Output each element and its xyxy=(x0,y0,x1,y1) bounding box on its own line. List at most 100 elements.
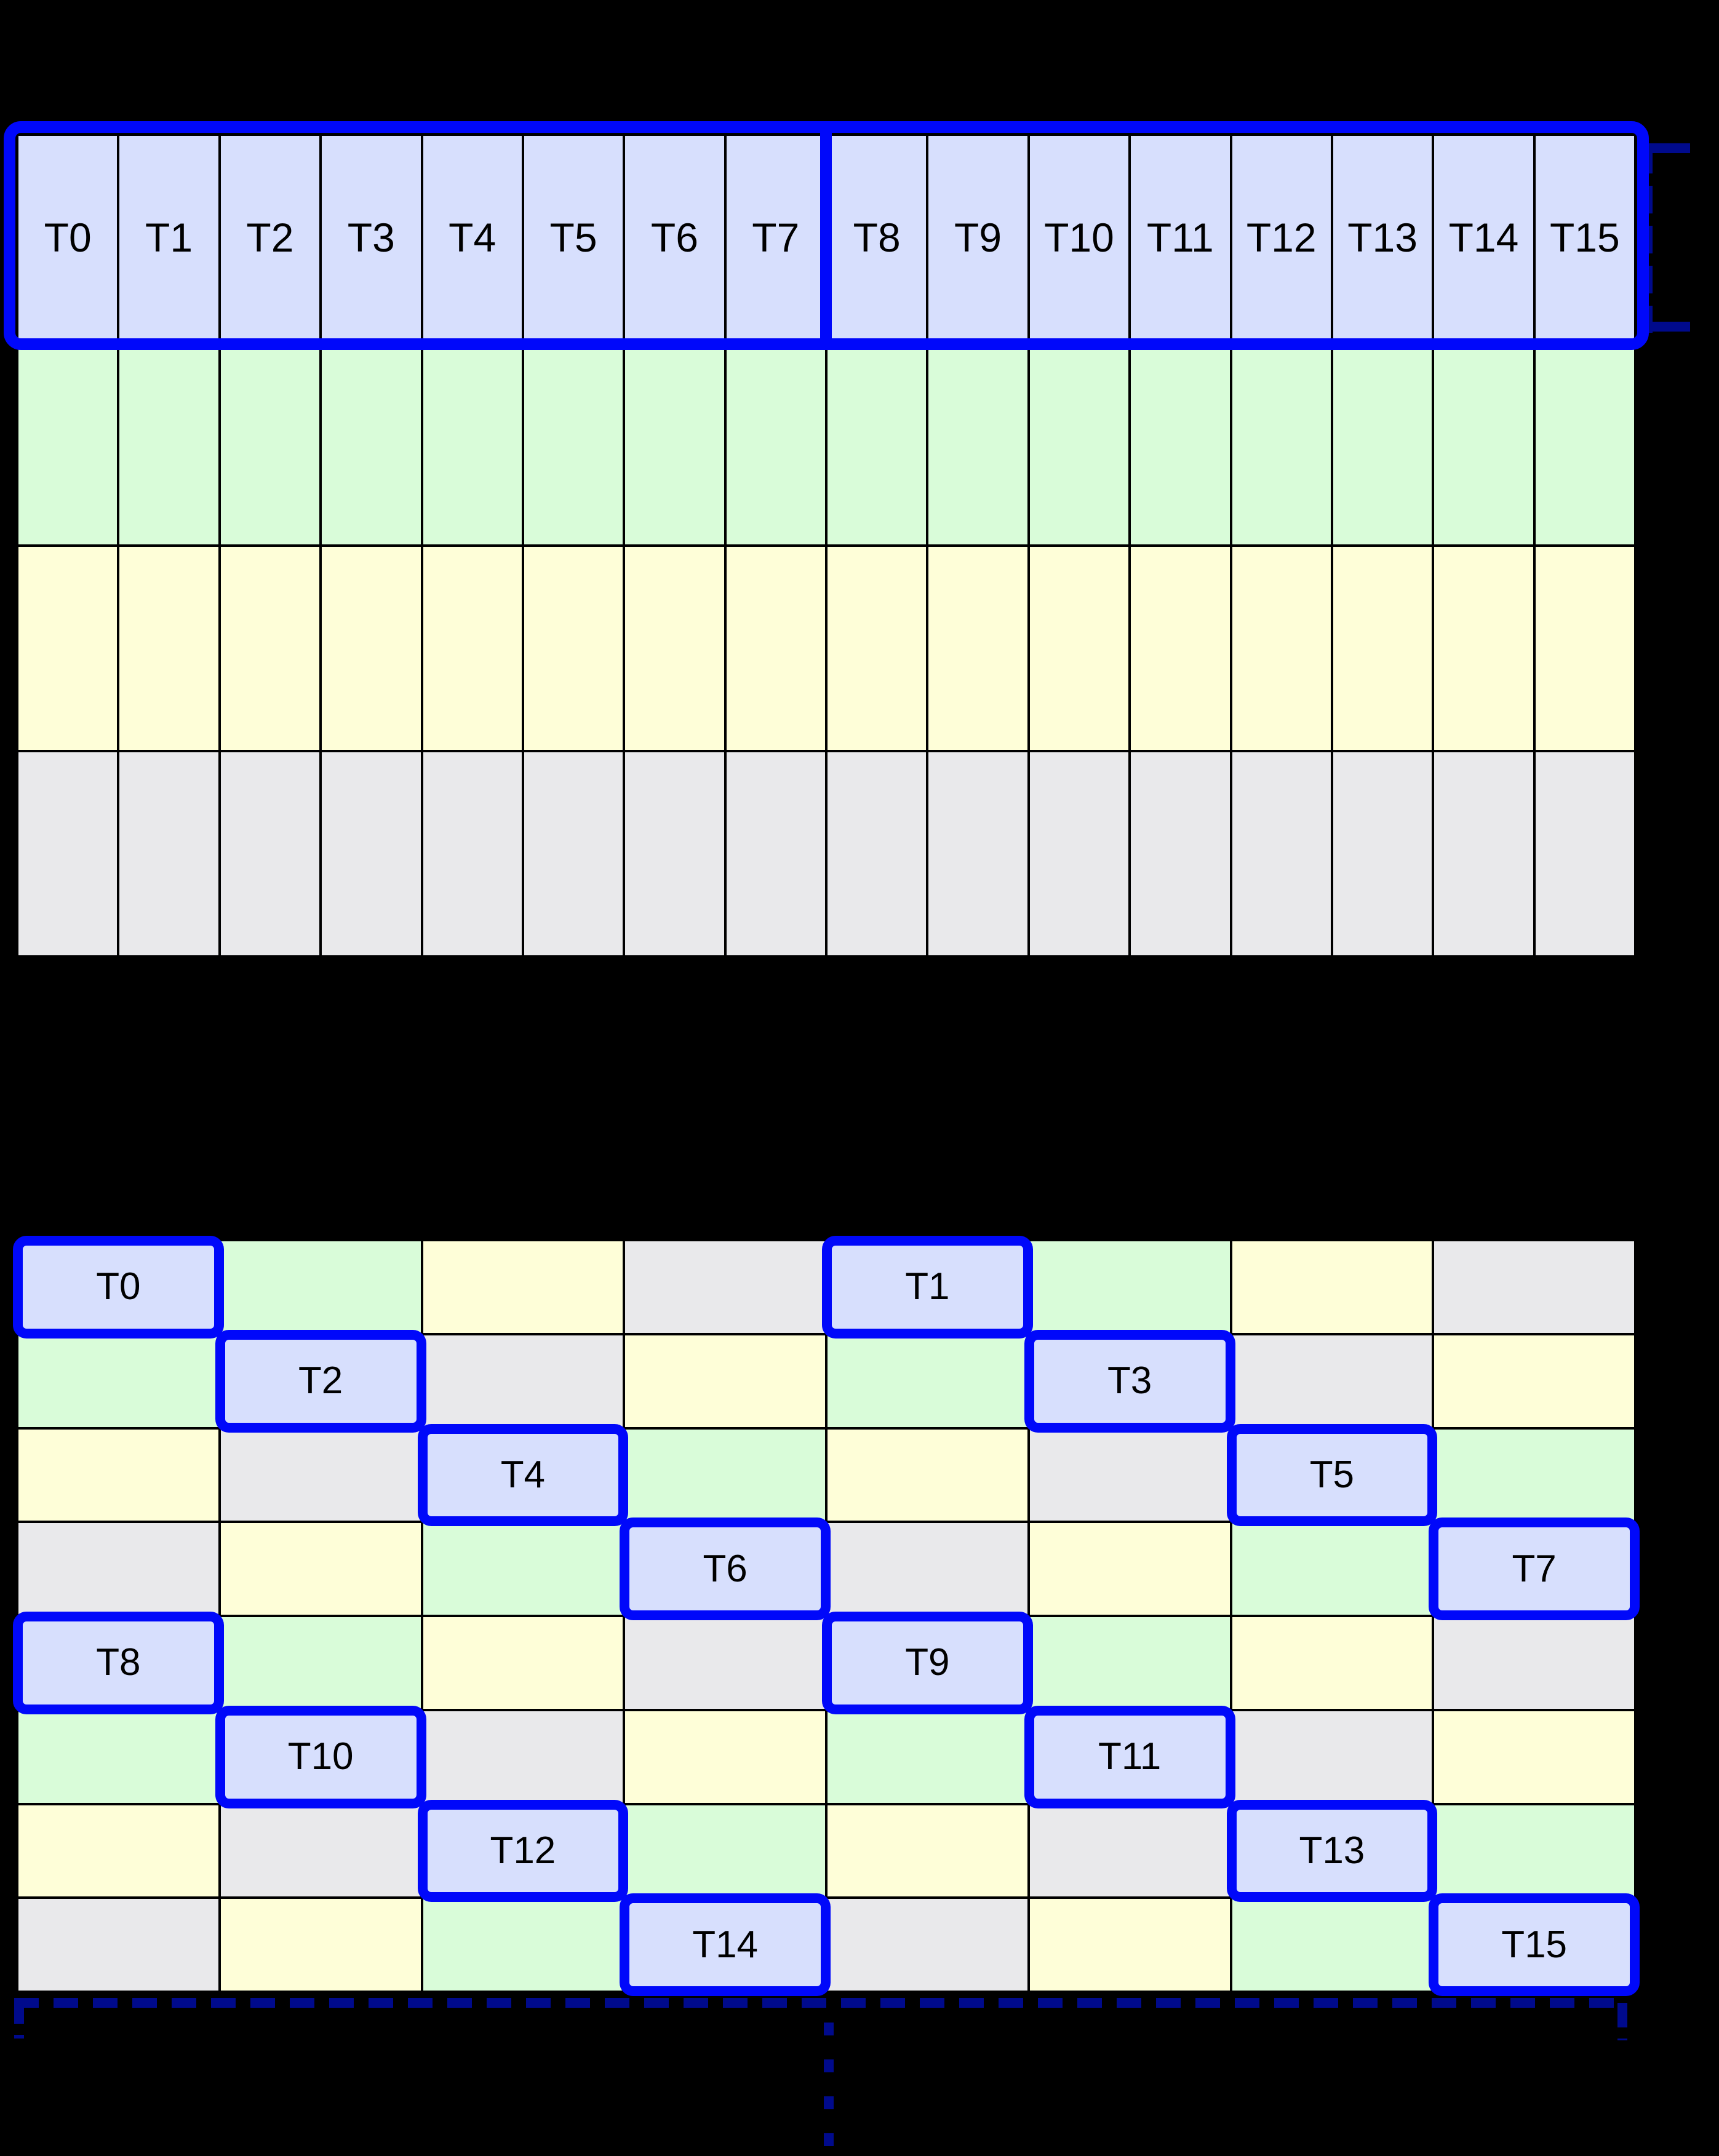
bottom-grid-cell-r1-c7-yellow xyxy=(1433,1334,1635,1428)
top-grid-cell-r2-c9-yellow xyxy=(927,546,1029,751)
top-grid-cell-r3-c8-gray xyxy=(826,751,928,957)
thread-label: T1 xyxy=(905,1265,950,1308)
top-grid-cell-r2-c0-yellow xyxy=(17,546,119,751)
top-grid-cell-r3-c9-gray xyxy=(927,751,1029,957)
bottom-grid-cell-r0-c5-green xyxy=(1028,1240,1231,1334)
bottom-grid-cell-r4-c5-green xyxy=(1028,1616,1231,1710)
bottom-thread-cell-T1: T1 xyxy=(822,1236,1033,1339)
thread-label: T15 xyxy=(1501,1923,1568,1966)
bottom-grid-cell-r1-c2-gray xyxy=(421,1334,624,1428)
top-grid-cell-r2-c1-yellow xyxy=(118,546,220,751)
bottom-grid-cell-r6-c0-yellow xyxy=(17,1804,220,1898)
bottom-grid-cell-r1-c4-green xyxy=(826,1334,1029,1428)
thread-label: T4 xyxy=(449,215,497,260)
bottom-grid-cell-r2-c5-gray xyxy=(1028,1428,1231,1522)
thread-label: T7 xyxy=(1512,1547,1557,1590)
top-grid-cell-r3-c1-gray xyxy=(118,751,220,957)
bottom-thread-cell-T11: T11 xyxy=(1024,1705,1235,1808)
thread-label: T1 xyxy=(145,215,193,260)
top-thread-cell-T3: T3 xyxy=(321,135,422,340)
thread-label: T8 xyxy=(96,1641,141,1684)
bottom-grid-cell-r5-c6-gray xyxy=(1230,1709,1434,1804)
top-grid-cell-r3-c5-gray xyxy=(522,751,624,957)
thread-label: T4 xyxy=(500,1453,546,1496)
top-thread-cell-T5: T5 xyxy=(522,135,624,340)
top-grid-cell-r1-c7-green xyxy=(725,340,826,546)
top-thread-cell-T6: T6 xyxy=(624,135,725,340)
bottom-grid-cell-r7-c5-yellow xyxy=(1028,1898,1231,1992)
row-height-bracket-icon xyxy=(1643,143,1690,333)
top-grid-cell-r2-c12-yellow xyxy=(1230,546,1332,751)
top-grid-cell-r3-c3-gray xyxy=(321,751,422,957)
bottom-grid-cell-r2-c4-yellow xyxy=(826,1428,1029,1522)
top-grid-cell-r2-c15-yellow xyxy=(1534,546,1635,751)
thread-label: T10 xyxy=(287,1735,354,1778)
thread-label: T13 xyxy=(1347,215,1418,260)
thread-label: T6 xyxy=(703,1547,748,1590)
bottom-thread-cell-T5: T5 xyxy=(1226,1423,1438,1527)
bottom-grid-cell-r4-c3-gray xyxy=(624,1616,826,1710)
bottom-thread-cell-T10: T10 xyxy=(215,1705,426,1808)
top-thread-cell-T12: T12 xyxy=(1230,135,1332,340)
bottom-grid-cell-r3-c6-green xyxy=(1230,1522,1434,1616)
top-grid-cell-r3-c6-gray xyxy=(624,751,725,957)
top-thread-cell-T15: T15 xyxy=(1534,135,1635,340)
top-grid-cell-r3-c7-gray xyxy=(725,751,826,957)
thread-label: T12 xyxy=(1246,215,1317,260)
bottom-grid-cell-r6-c5-gray xyxy=(1028,1804,1231,1898)
bottom-grid-cell-r4-c6-yellow xyxy=(1230,1616,1434,1710)
bottom-grid-cell-r0-c7-gray xyxy=(1433,1240,1635,1334)
vertical-ellipsis-icon xyxy=(824,2023,834,2156)
top-thread-cell-T1: T1 xyxy=(118,135,220,340)
top-grid-cell-r1-c12-green xyxy=(1230,340,1332,546)
top-grid-cell-r1-c14-green xyxy=(1433,340,1534,546)
top-grid-cell-r1-c13-green xyxy=(1331,340,1434,546)
bottom-thread-cell-T3: T3 xyxy=(1024,1329,1235,1433)
top-grid-cell-r3-c4-gray xyxy=(421,751,523,957)
thread-label: T5 xyxy=(1309,1453,1355,1496)
bottom-thread-cell-T6: T6 xyxy=(620,1518,831,1620)
thread-label: T12 xyxy=(490,1829,556,1872)
top-grid-cell-r2-c10-yellow xyxy=(1028,546,1130,751)
bottom-thread-cell-T7: T7 xyxy=(1429,1518,1640,1620)
thread-label: T0 xyxy=(44,215,92,260)
bottom-thread-cell-T15: T15 xyxy=(1429,1893,1640,1996)
bottom-grid-cell-r3-c2-green xyxy=(421,1522,624,1616)
top-grid-cell-r2-c3-yellow xyxy=(321,546,422,751)
top-thread-cell-T2: T2 xyxy=(219,135,321,340)
thread-label: T8 xyxy=(853,215,901,260)
bottom-grid-cell-r5-c4-green xyxy=(826,1709,1029,1804)
top-thread-cell-T8: T8 xyxy=(826,135,928,340)
bottom-grid-cell-r3-c4-gray xyxy=(826,1522,1029,1616)
bottom-grid-cell-r1-c0-green xyxy=(17,1334,220,1428)
bottom-grid-cell-r5-c7-yellow xyxy=(1433,1709,1635,1804)
bottom-thread-cell-T9: T9 xyxy=(822,1612,1033,1714)
top-grid-cell-r2-c13-yellow xyxy=(1331,546,1434,751)
thread-label: T5 xyxy=(549,215,597,260)
bottom-grid-cell-r1-c6-gray xyxy=(1230,1334,1434,1428)
top-grid-cell-r1-c1-green xyxy=(118,340,220,546)
thread-label: T2 xyxy=(298,1359,343,1402)
top-thread-cell-T7: T7 xyxy=(725,135,826,340)
top-thread-cell-T10: T10 xyxy=(1028,135,1130,340)
top-thread-cell-T13: T13 xyxy=(1331,135,1434,340)
top-grid-cell-r3-c15-gray xyxy=(1534,751,1635,957)
bottom-thread-cell-T2: T2 xyxy=(215,1329,426,1433)
bottom-thread-cell-T12: T12 xyxy=(417,1799,629,1903)
bottom-grid-cell-r4-c1-green xyxy=(219,1616,422,1710)
bottom-grid-cell-r7-c6-green xyxy=(1230,1898,1434,1992)
bottom-grid-cell-r1-c3-yellow xyxy=(624,1334,826,1428)
bottom-grid-cell-r0-c1-green xyxy=(219,1240,422,1334)
thread-label: T9 xyxy=(905,1641,950,1684)
bottom-grid-cell-r0-c3-gray xyxy=(624,1240,826,1334)
thread-label: T7 xyxy=(752,215,800,260)
top-grid-cell-r1-c11-green xyxy=(1130,340,1231,546)
thread-label: T3 xyxy=(347,215,395,260)
bottom-grid-cell-r6-c7-green xyxy=(1433,1804,1635,1898)
bottom-thread-cell-T0: T0 xyxy=(13,1236,224,1339)
bottom-grid-cell-r2-c7-green xyxy=(1433,1428,1635,1522)
bottom-grid-cell-r5-c3-yellow xyxy=(624,1709,826,1804)
thread-label: T11 xyxy=(1098,1735,1162,1778)
thread-label: T10 xyxy=(1044,215,1114,260)
